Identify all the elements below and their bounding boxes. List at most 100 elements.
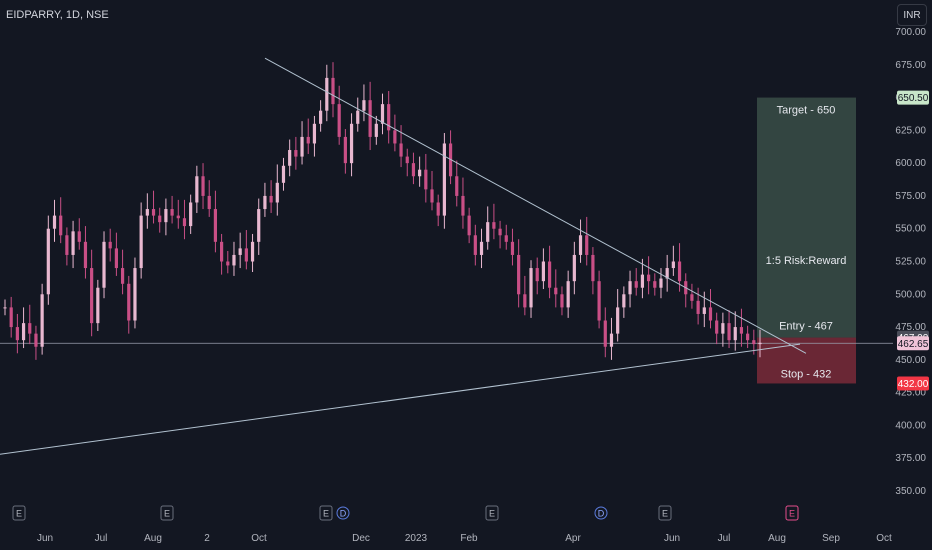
earnings-marker[interactable] — [160, 505, 174, 521]
candle-body — [758, 342, 762, 345]
candle-body — [411, 163, 416, 177]
earnings-marker[interactable] — [12, 505, 26, 521]
candle-body — [387, 104, 391, 131]
dividend-marker[interactable] — [594, 506, 608, 520]
earnings-marker[interactable] — [319, 505, 333, 521]
candle-body — [393, 130, 397, 144]
target-price-badge-text: 650.50 — [898, 93, 929, 104]
candle-body — [622, 294, 626, 308]
candle-body — [349, 123, 354, 164]
risk-reward-label: 1:5 Risk:Reward — [766, 255, 847, 267]
x-tick-label: 2023 — [405, 533, 428, 544]
candle-body — [90, 268, 94, 324]
x-tick-label: Apr — [565, 533, 581, 544]
candle-body — [281, 165, 286, 183]
candle-body — [616, 307, 620, 334]
candle-body — [640, 274, 645, 288]
earnings-marker-label: E — [489, 509, 495, 519]
candle-body — [195, 176, 199, 203]
candle-body — [83, 241, 88, 269]
candle-body — [71, 231, 75, 255]
candle-body — [541, 261, 546, 282]
candle-body — [752, 340, 756, 345]
x-tick-label: Dec — [352, 533, 370, 544]
candle-body — [294, 150, 298, 157]
candle-body — [554, 287, 558, 295]
dividend-marker-label: D — [340, 509, 347, 519]
x-tick-label: Sep — [822, 533, 840, 544]
candle-body — [312, 123, 317, 144]
y-tick-label: 675.00 — [895, 60, 926, 71]
candle-body — [319, 110, 323, 124]
candle-body — [517, 254, 521, 295]
candle-body — [609, 333, 614, 347]
candle-body — [201, 176, 205, 196]
candle-body — [238, 248, 242, 255]
candle-body — [374, 123, 378, 137]
support-trendline — [0, 343, 801, 455]
y-tick-label: 450.00 — [895, 355, 926, 366]
candle-body — [226, 261, 230, 266]
candle-body — [114, 248, 118, 269]
candle-body — [356, 110, 360, 124]
candle-body — [479, 241, 484, 255]
candle-body — [399, 143, 403, 157]
candle-body — [331, 77, 335, 105]
x-tick-label: Jun — [664, 533, 680, 544]
earnings-marker[interactable] — [485, 505, 499, 521]
candle-body — [696, 300, 700, 314]
y-tick-label: 600.00 — [895, 158, 926, 169]
candle-body — [362, 100, 366, 111]
candle-body — [467, 215, 471, 236]
candle-body — [628, 281, 632, 295]
target-label: Target - 650 — [777, 105, 836, 117]
stop-label: Stop - 432 — [781, 368, 832, 380]
candle-body — [3, 307, 7, 309]
candle-body — [436, 202, 440, 216]
candle-body — [158, 215, 162, 223]
x-tick-label: Jun — [37, 533, 53, 544]
currency-button[interactable]: INR — [897, 4, 927, 26]
stop-price-badge-text: 432.00 — [898, 379, 929, 390]
candle-body — [647, 274, 651, 282]
x-tick-label: Jul — [718, 533, 731, 544]
candle-body — [677, 261, 682, 282]
target-price-badge — [897, 90, 929, 105]
candle-body — [232, 254, 236, 266]
candle-body — [746, 333, 750, 341]
candle-body — [727, 323, 731, 341]
candle-body — [603, 320, 607, 347]
candle-body — [257, 209, 261, 242]
resistance-trendline — [264, 57, 807, 354]
earnings-marker[interactable] — [658, 505, 672, 521]
candle-body — [473, 235, 477, 255]
earnings-marker[interactable] — [785, 505, 799, 521]
candle-body — [102, 241, 106, 288]
earnings-marker-label: E — [164, 509, 170, 519]
candle-body — [96, 287, 100, 324]
x-tick-label: Oct — [876, 533, 892, 544]
candle-body — [52, 215, 57, 229]
candle-body — [492, 222, 496, 229]
y-tick-label: 525.00 — [895, 257, 926, 268]
candle-body — [498, 228, 502, 236]
candle-body — [34, 333, 38, 347]
target-zone — [757, 97, 856, 338]
stop-zone — [757, 337, 856, 384]
candle-body — [213, 209, 218, 242]
candle-body — [486, 222, 490, 242]
candle-body — [21, 323, 26, 341]
y-tick-label: 500.00 — [895, 289, 926, 300]
dividend-marker[interactable] — [336, 506, 350, 520]
candle-body — [721, 323, 725, 334]
candle-body — [566, 281, 570, 308]
x-tick-label: Feb — [460, 533, 478, 544]
candle-body — [510, 241, 515, 255]
y-tick-label: 400.00 — [895, 420, 926, 431]
x-tick-label: Oct — [251, 533, 267, 544]
stop-price-badge — [897, 376, 929, 391]
y-tick-label: 425.00 — [895, 388, 926, 399]
candle-body — [207, 195, 211, 210]
x-tick-label: Jul — [95, 533, 108, 544]
